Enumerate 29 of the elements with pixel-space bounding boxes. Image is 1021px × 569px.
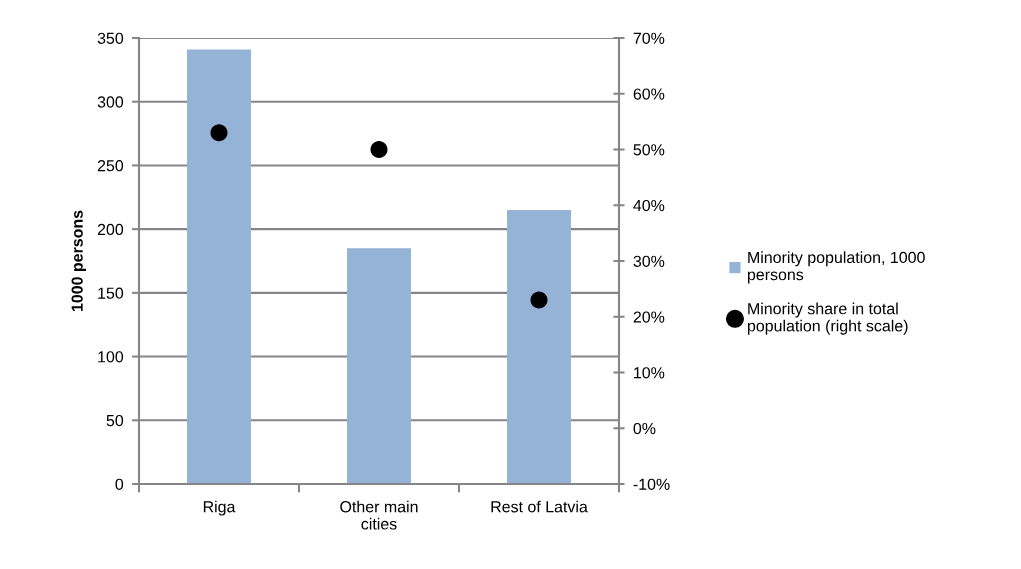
y2-tick-label: 20% [633,311,665,323]
x-tick-label: Rest of Latvia [491,500,588,513]
legend-label: Minority population, 1000 persons [747,251,925,284]
y-tick-label: 350 [97,32,124,44]
y-tick-label: 0 [115,478,124,490]
legend-label: Minority share in total population (right scale) [747,302,908,335]
y-axis-title: 1000 persons [71,210,86,312]
bar [347,248,411,484]
x-tick-label: Riga [203,500,236,516]
bar [507,210,571,484]
bar [187,49,251,484]
y-tick-label: 250 [97,160,124,172]
y2-tick-label: 10% [634,367,665,379]
y2-tick-label: 60% [633,88,665,100]
y2-tick-label: 70% [633,32,665,44]
x-tick-label: Other main cities [340,500,418,530]
y2-tick-label: 0% [633,422,656,435]
y2-tick-label: 50% [633,144,665,156]
y2-tick-label: 40% [633,199,665,212]
point [530,291,548,309]
y-tick-label: 100 [98,351,124,363]
point [210,124,228,142]
y2-tick-label: 30% [633,255,665,267]
y-tick-label: 50 [106,414,124,427]
point [370,140,388,159]
y2-tick-label: -10% [633,478,670,490]
y-tick-label: 300 [97,96,124,108]
y-tick-label: 200 [97,223,124,236]
y-tick-label: 150 [98,287,124,299]
